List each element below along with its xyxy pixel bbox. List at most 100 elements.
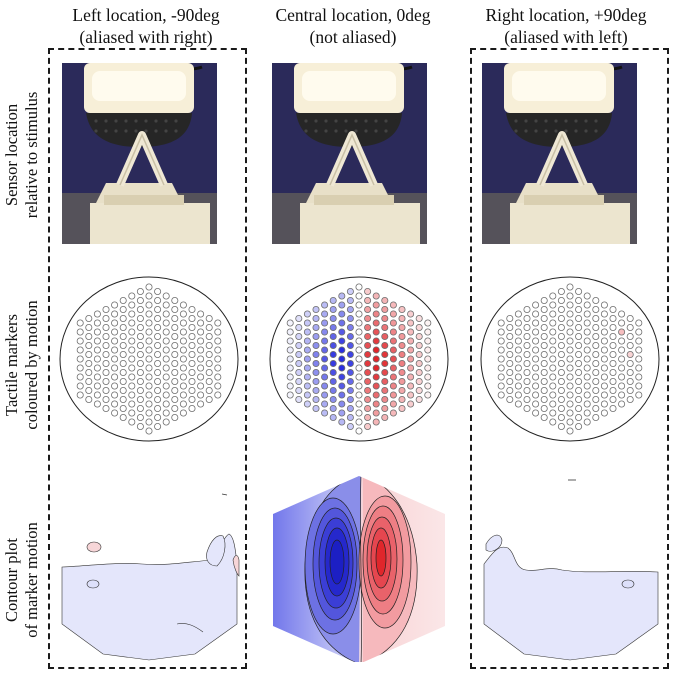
tactile-marker <box>592 404 600 412</box>
tactile-marker <box>549 418 557 426</box>
tactile-marker <box>128 292 136 300</box>
contour-red-edge <box>232 555 240 577</box>
tactile-marker <box>549 292 557 300</box>
tactile-marker <box>197 319 205 327</box>
column-title-left-line2: (aliased with right) <box>79 27 213 47</box>
tactile-marker <box>540 404 548 412</box>
tactile-marker <box>635 346 643 354</box>
tactile-marker <box>557 378 565 386</box>
printed-base-front <box>510 203 630 244</box>
contour-lower-line <box>176 623 204 633</box>
tactile-marker <box>618 346 626 354</box>
tactile-marker <box>575 287 583 295</box>
tactile-marker <box>592 296 600 304</box>
tactile-marker <box>197 337 205 345</box>
tactile-marker <box>214 319 222 327</box>
tactile-marker <box>346 287 354 295</box>
tactile-marker <box>506 351 514 359</box>
tactile-marker <box>514 319 522 327</box>
tactile-marker <box>171 413 179 421</box>
tactile-marker <box>145 355 153 363</box>
tactile-marker <box>338 328 346 336</box>
tactile-marker <box>575 296 583 304</box>
tactile-marker <box>549 373 557 381</box>
tactile-marker <box>592 333 600 341</box>
tactile-marker <box>312 387 320 395</box>
printed-ridge-edge <box>119 133 165 186</box>
printed-base-front <box>90 203 210 244</box>
printed-ridge-edge <box>329 133 375 186</box>
contour-red-lobe <box>358 476 418 662</box>
tactile-marker <box>111 382 119 390</box>
sensor-tip-dot <box>164 119 168 123</box>
tactile-marker <box>609 324 617 332</box>
sensor-tip-dot <box>134 129 138 133</box>
tactile-marker <box>355 292 363 300</box>
tactile-marker <box>424 391 432 399</box>
tactile-marker <box>532 310 540 318</box>
sensor-tip-dot <box>334 129 338 133</box>
tactile-marker <box>214 355 222 363</box>
tactile-marker <box>398 378 406 386</box>
tactile-marker <box>128 391 136 399</box>
tactile-marker <box>162 373 170 381</box>
tactile-marker <box>145 400 153 408</box>
tactile-marker <box>188 404 196 412</box>
tactile-marker <box>145 337 153 345</box>
sensor-tip-dot <box>524 129 528 133</box>
tactile-marker <box>355 409 363 417</box>
tactile-marker <box>136 351 144 359</box>
tactile-marker <box>600 319 608 327</box>
tactile-marker <box>566 301 574 309</box>
tactile-marker <box>355 310 363 318</box>
tactile-marker <box>381 404 389 412</box>
row-label-1-line1: Sensor location <box>2 103 21 207</box>
tactile-marker <box>626 369 634 377</box>
tactile-marker <box>312 305 320 313</box>
row-label-tactile-markers: Tactile markers coloured by motion <box>0 290 44 440</box>
tactile-marker <box>575 387 583 395</box>
tactile-marker <box>295 369 303 377</box>
tactile-marker <box>145 283 153 291</box>
tactile-marker <box>119 404 127 412</box>
tactile-marker <box>179 319 187 327</box>
tactile-marker <box>523 351 531 359</box>
tactile-marker <box>338 364 346 372</box>
tactile-marker <box>532 400 540 408</box>
tactile-marker <box>162 292 170 300</box>
tactile-marker <box>346 404 354 412</box>
tactile-marker <box>295 315 303 323</box>
tactile-marker <box>618 328 626 336</box>
tactile-marker <box>600 337 608 345</box>
tactile-marker <box>600 382 608 390</box>
tactile-marker <box>312 315 320 323</box>
tactile-marker <box>154 296 162 304</box>
tactile-marker <box>609 351 617 359</box>
tactile-marker <box>136 387 144 395</box>
tactile-marker <box>119 396 127 404</box>
tactile-marker <box>171 387 179 395</box>
tactile-marker <box>381 305 389 313</box>
tactile-marker <box>312 369 320 377</box>
tactile-marker <box>635 355 643 363</box>
tactile-marker <box>381 387 389 395</box>
tactile-marker <box>102 404 110 412</box>
column-title-right: Right location, +90deg (aliased with lef… <box>466 4 666 48</box>
tactile-marker <box>93 346 101 354</box>
tactile-marker <box>136 396 144 404</box>
tactile-marker <box>85 378 93 386</box>
tactile-marker <box>355 319 363 327</box>
tactile-marker <box>549 310 557 318</box>
tactile-marker <box>136 287 144 295</box>
tactile-marker <box>93 319 101 327</box>
tactile-marker <box>575 413 583 421</box>
sensor-glow <box>92 71 186 101</box>
tactile-marker <box>609 378 617 386</box>
tactile-marker <box>162 418 170 426</box>
tactile-marker <box>85 324 93 332</box>
tactile-marker <box>372 292 380 300</box>
tactile-marker <box>497 364 505 372</box>
tactile-marker <box>188 342 196 350</box>
tactile-marker <box>145 328 153 336</box>
